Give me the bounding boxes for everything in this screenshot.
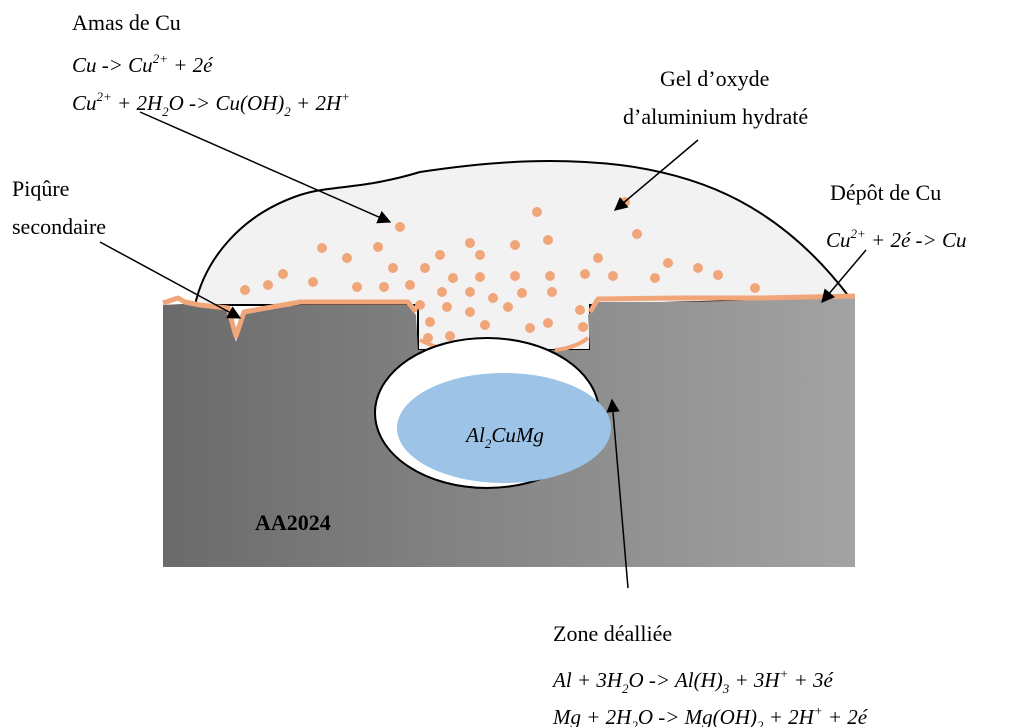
copper-layer [162,293,856,339]
copper-dot [465,287,475,297]
equation-text: + 2é [823,705,869,727]
copper-dot [240,285,250,295]
copper-dot [373,242,383,252]
copper-dot [503,302,513,312]
copper-dot [308,277,318,287]
equation-text: + 2é -> Cu [866,228,967,252]
copper-dot [532,207,542,217]
copper-dot [317,243,327,253]
label-piqure: Piqûre [12,176,69,201]
copper-dot [395,222,405,232]
equation-text: + 3H [729,668,781,692]
copper-dot [580,269,590,279]
equation-text: + 2H [291,91,343,115]
copper-dot [448,273,458,283]
equation-text: + 3é [788,668,834,692]
copper-dot [388,263,398,273]
copper-dot [663,258,673,268]
equation: Mg + 2H2​O -> Mg(OH)2​ + 2H+​ + 2é [552,703,869,727]
copper-dot [510,240,520,250]
equation-text: O -> Cu(OH) [169,91,285,115]
copper-dot [517,288,527,298]
copper-dot [425,317,435,327]
equation-text: Al [464,423,485,447]
equation-text: Cu [72,91,97,115]
copper-dot [608,271,618,281]
equation-sup: + [814,703,823,718]
copper-dot [750,283,760,293]
equation-text: Cu -> Cu [72,53,153,77]
equation-sub: 2 [485,436,492,451]
copper-dot [420,263,430,273]
equation-sub: 2 [757,718,764,727]
copper-dot [465,238,475,248]
copper-dot [475,272,485,282]
equation-text: + 2é [168,53,214,77]
copper-dot [547,287,557,297]
copper-dot [435,250,445,260]
copper-dot [475,250,485,260]
label-piqure: secondaire [12,214,106,239]
equation-sub: 2 [631,718,638,727]
copper-dot [632,229,642,239]
equation-sub: 2 [162,104,169,119]
equation-sup: + [341,89,350,104]
copper-dot [593,253,603,263]
copper-dot [263,280,273,290]
equation-text: Cu [826,228,851,252]
intermetallic [397,373,611,483]
copper-dot [543,235,553,245]
equation-sup: 2+ [97,89,112,104]
copper-dot [442,302,452,312]
copper-dot [650,273,660,283]
copper-dot [423,333,433,343]
equation-sub: 2 [284,104,291,119]
label-substrate: AA2024 [255,510,331,535]
copper-dot [278,269,288,279]
equation-text: O -> Al(H) [629,668,723,692]
copper-dot [342,253,352,263]
copper-dot [525,323,535,333]
label-zone: Zone déalliée [553,621,672,646]
copper-dot [578,322,588,332]
equation-sub: 3 [722,681,730,696]
copper-dot [445,331,455,341]
copper-clusters [240,197,760,343]
copper-dot [465,307,475,317]
equation-sub: 2 [622,681,629,696]
equation-sup: + [780,666,789,681]
equation: Cu -> Cu2+​ + 2é [72,51,214,77]
label-amas: Amas de Cu [72,10,181,35]
copper-dot [510,271,520,281]
equation-text: + 2H [763,705,815,727]
equation-text: Al + 3H [551,668,624,692]
copper-dot [352,282,362,292]
equation-text: + 2H [112,91,164,115]
copper-dot [415,300,425,310]
equation: Cu2+​ + 2H2​O -> Cu(OH)2​ + 2H+​ [72,89,350,119]
copper-dot [543,318,553,328]
copper-dot [693,263,703,273]
equation-sup: 2+ [153,51,168,66]
copper-dot [575,305,585,315]
equation-text: Mg + 2H [552,705,633,727]
equation: Al2​CuMg [464,423,544,451]
copper-dot [713,270,723,280]
equation-sup: 2+ [851,226,866,241]
equation-text: CuMg [491,423,544,447]
copper-dot [545,271,555,281]
copper-dot [488,293,498,303]
equation-text: O -> Mg(OH) [638,705,757,727]
label-gel: d’aluminium hydraté [623,104,808,129]
label-gel: Gel d’oxyde [660,66,769,91]
equation: Cu2+​ + 2é -> Cu [826,226,966,252]
arrows [99,111,867,589]
copper-dot [437,287,447,297]
label-depot: Dépôt de Cu [830,180,941,205]
copper-dot [405,280,415,290]
copper-dot [480,320,490,330]
copper-dot [379,282,389,292]
equation: Al + 3H2​O -> Al(H)3​ + 3H+​ + 3é [551,666,835,696]
